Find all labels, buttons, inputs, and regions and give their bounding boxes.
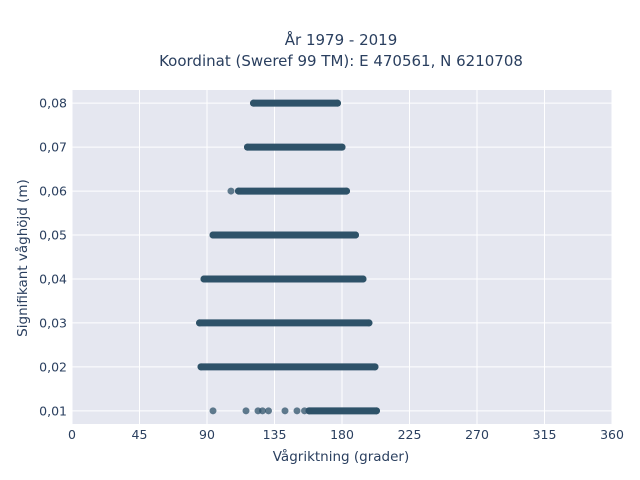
scatter-point xyxy=(227,187,235,195)
y-tick-label: 0,04 xyxy=(39,271,67,286)
y-tick-label: 0,08 xyxy=(39,96,67,111)
scatter-point xyxy=(200,275,208,283)
scatter-point xyxy=(196,319,203,327)
scatter-point xyxy=(209,407,217,415)
y-axis-ticks: 0,01 0,02 0,03 0,04 0,05 0,06 0,07 0,08 xyxy=(39,96,67,419)
scatter-point xyxy=(293,407,301,415)
x-tick-label: 270 xyxy=(465,427,489,442)
scatter-point xyxy=(373,407,380,415)
y-tick-label: 0,03 xyxy=(39,315,67,330)
x-tick-label: 180 xyxy=(330,427,354,442)
y-tick-label: 0,02 xyxy=(39,359,67,374)
scatter-point xyxy=(338,143,346,151)
y-tick-label: 0,06 xyxy=(39,184,67,199)
y-tick-label: 0,07 xyxy=(39,140,67,155)
scatter-point xyxy=(352,231,359,239)
chart-subtitle: Koordinat (Sweref 99 TM): E 470561, N 62… xyxy=(159,52,523,70)
y-axis-title: Signifikant våghöjd (m) xyxy=(14,179,31,337)
scatter-point xyxy=(371,363,379,371)
scatter-point xyxy=(343,187,350,195)
y-tick-label: 0,01 xyxy=(39,403,67,418)
scatter-point xyxy=(281,407,289,415)
scatter-point xyxy=(259,407,266,415)
x-tick-label: 315 xyxy=(533,427,557,442)
chart-title: År 1979 - 2019 xyxy=(285,30,398,49)
x-tick-label: 225 xyxy=(398,427,422,442)
scatter-point xyxy=(250,99,257,107)
x-tick-label: 0 xyxy=(68,427,76,442)
scatter-point xyxy=(359,275,367,283)
scatter-point xyxy=(242,407,250,415)
scatter-point xyxy=(365,319,373,327)
x-tick-label: 45 xyxy=(132,427,148,442)
y-tick-label: 0,05 xyxy=(39,228,67,243)
scatter-point xyxy=(235,187,242,195)
x-tick-label: 90 xyxy=(199,427,215,442)
x-axis-title: Vågriktning (grader) xyxy=(273,448,410,465)
scatter-point xyxy=(209,231,217,239)
scatter-point xyxy=(301,407,308,415)
data-marks xyxy=(196,99,380,415)
x-tick-label: 135 xyxy=(263,427,287,442)
scatter-point xyxy=(265,407,272,415)
scatter-point xyxy=(244,143,251,151)
x-axis-ticks: 0 45 90 135 180 225 270 315 360 xyxy=(68,427,624,442)
x-tick-label: 360 xyxy=(600,427,624,442)
scatter-point xyxy=(334,99,341,107)
scatter-point xyxy=(197,363,205,371)
